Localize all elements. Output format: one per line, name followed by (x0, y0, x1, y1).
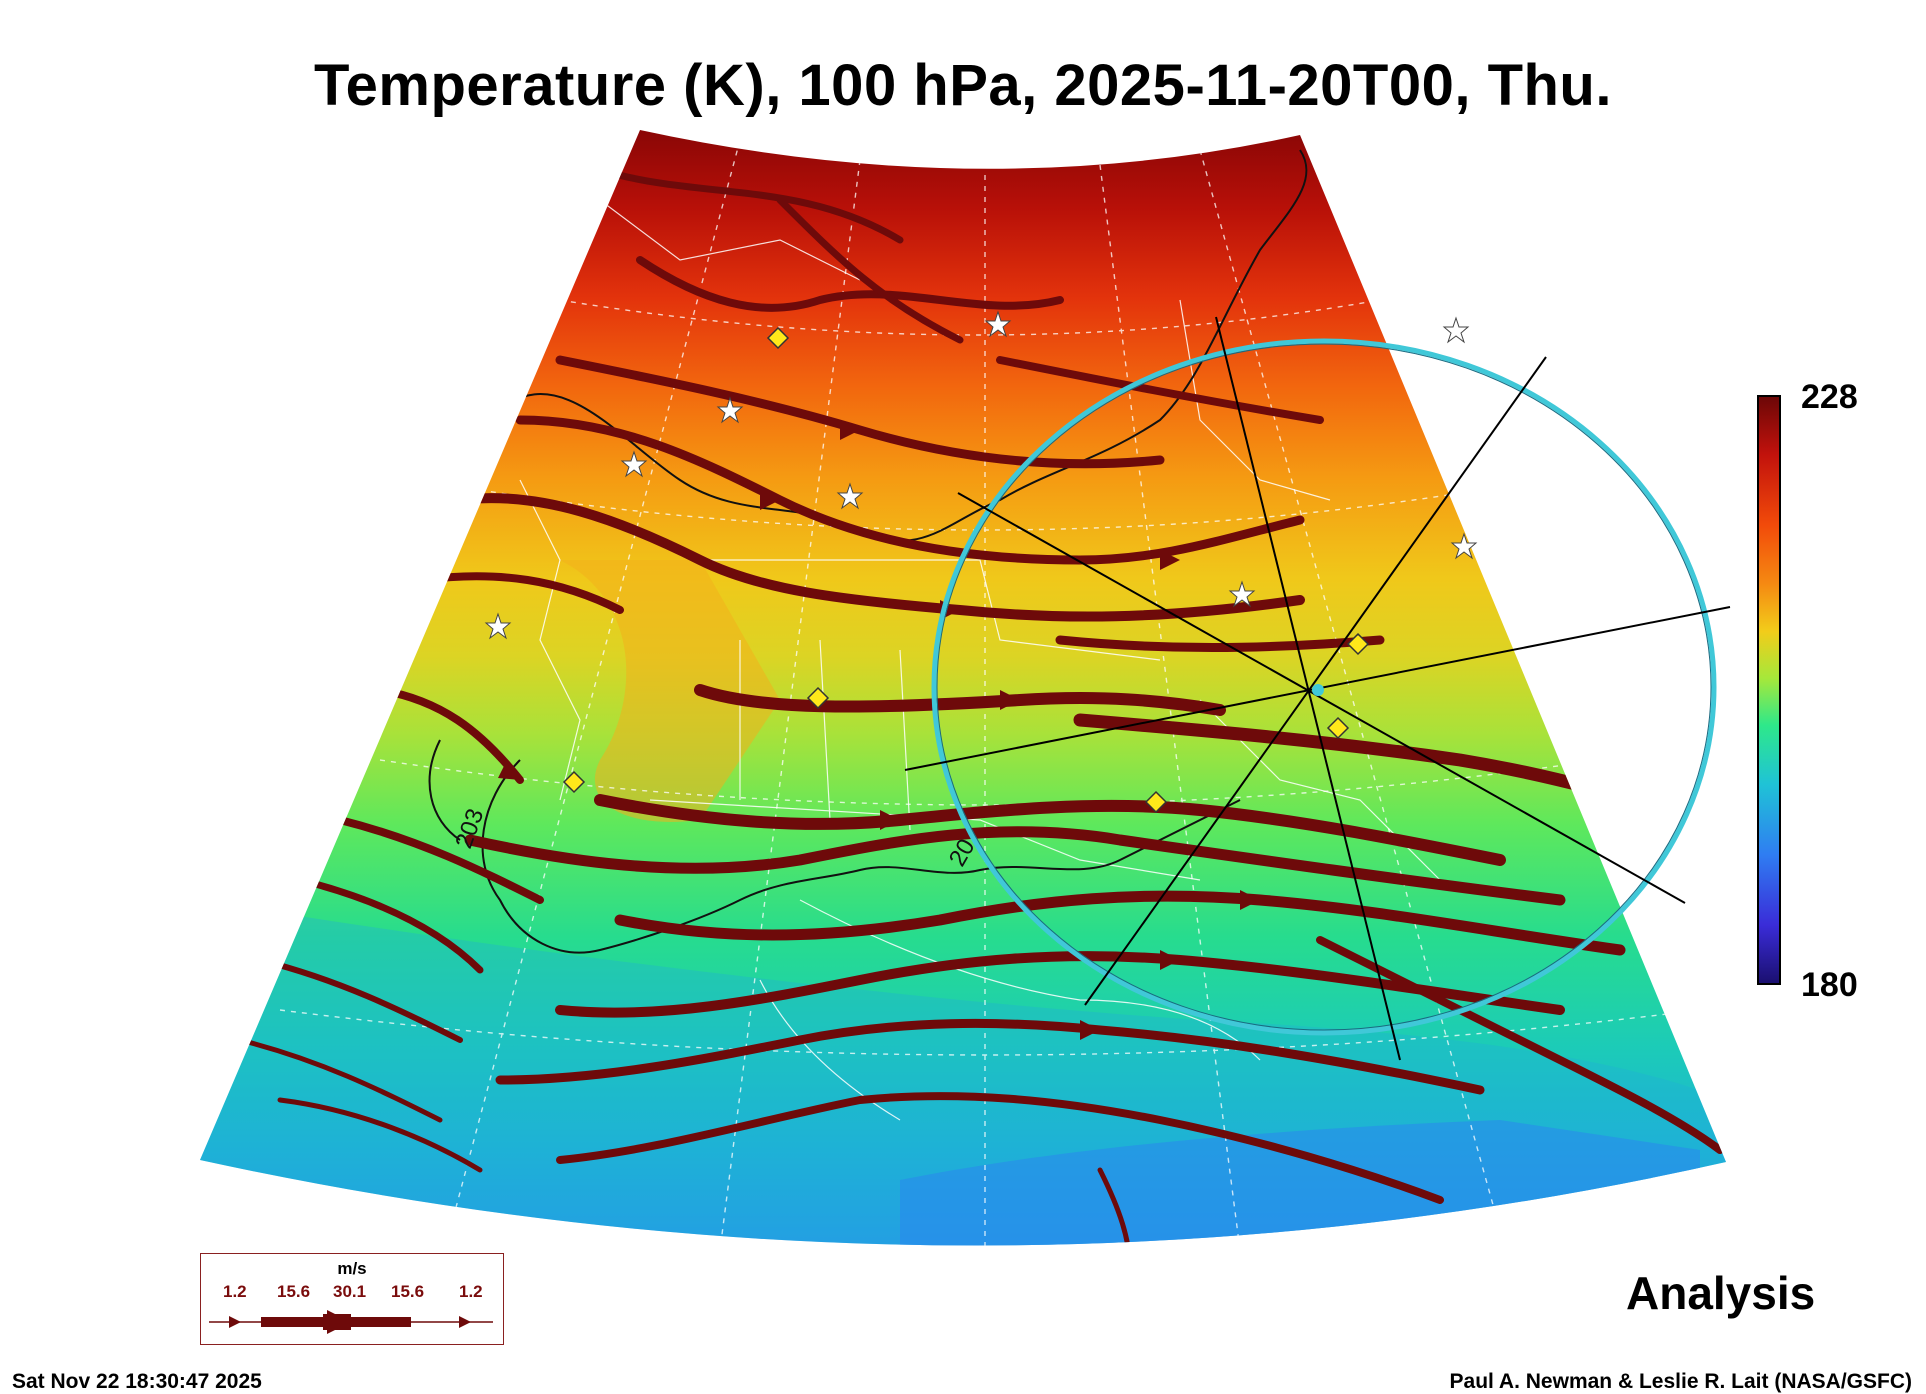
timestamp: Sat Nov 22 18:30:47 2025 (12, 1370, 262, 1393)
legend-value-4: 15.6 (391, 1282, 425, 1301)
legend-value-5: 1.2 (459, 1282, 483, 1301)
map-title: Temperature (K), 100 hPa, 2025-11-20T00,… (314, 53, 1612, 118)
colorbar-min-label: 180 (1801, 966, 1858, 1004)
legend-value-3: 30.1 (333, 1282, 367, 1301)
wind-speed-legend: m/s 1.2 15.6 30.1 15.6 1.2 (200, 1253, 504, 1345)
warm-tongue (560, 560, 780, 822)
legend-value-2: 15.6 (277, 1282, 311, 1301)
legend-unit: m/s (337, 1259, 367, 1278)
station-diamonds (562, 326, 1370, 814)
graticule (279, 139, 1701, 1246)
legend-arrow-scale (209, 1310, 493, 1334)
legend-value-1: 1.2 (223, 1282, 247, 1301)
sounding-ring[interactable] (904, 316, 1731, 1061)
map-domain (200, 130, 1726, 1246)
colorbar-max-label: 228 (1801, 378, 1858, 416)
station-stars (484, 310, 1478, 640)
credit: Paul A. Newman & Leslie R. Lait (NASA/GS… (1449, 1370, 1912, 1393)
colorbar (1757, 395, 1781, 985)
analysis-label: Analysis (1626, 1267, 1816, 1319)
cold-pocket (900, 1120, 1700, 1246)
